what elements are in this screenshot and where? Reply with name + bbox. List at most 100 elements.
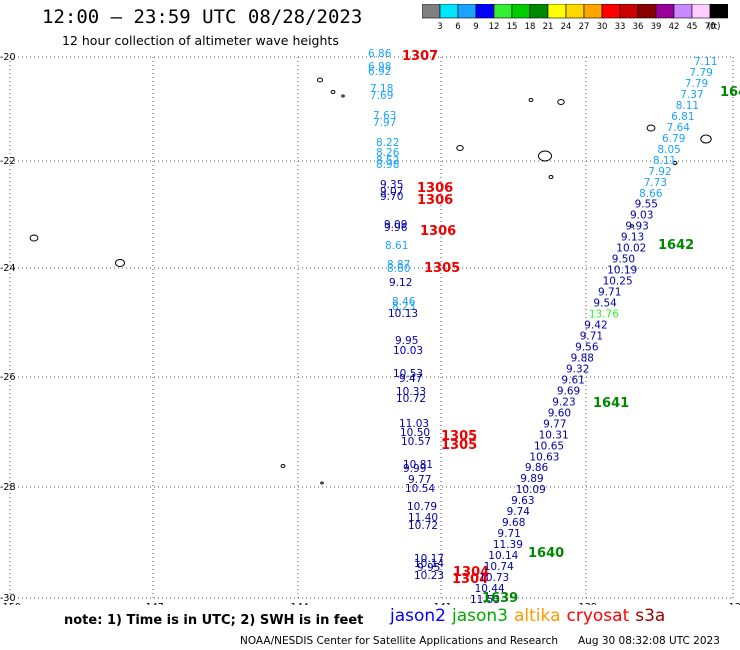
wave-height-label: 9.95 bbox=[395, 335, 418, 347]
island-outline bbox=[320, 481, 324, 485]
satellite-legend-altika: altika bbox=[514, 606, 561, 626]
wave-height-label: 10.09 bbox=[516, 484, 546, 496]
island-outline bbox=[538, 150, 552, 162]
longitude-label: -147 bbox=[142, 602, 164, 605]
colorbar-tick-label: 70 bbox=[704, 22, 716, 32]
island-outline bbox=[341, 94, 345, 98]
wave-height-label: 9.54 bbox=[593, 298, 617, 310]
colorbar-labels: 3 6 9 12 15 18 21 24 27 30 33 36 39 42 45 70 (ft) bbox=[422, 22, 728, 34]
graticule bbox=[9, 56, 734, 599]
wave-height-label: 9.32 bbox=[566, 363, 589, 375]
wave-height-label: 9.56 bbox=[575, 341, 599, 353]
longitude-label: -13 bbox=[725, 602, 740, 605]
wave-height-label: 8.46 bbox=[392, 296, 416, 308]
island-outline bbox=[280, 464, 286, 468]
wave-height-label: 10.50 bbox=[400, 427, 430, 439]
wave-height-label: 8.22 bbox=[376, 137, 399, 149]
wave-height-label: 10.14 bbox=[414, 558, 444, 570]
colorbar-tick-label: 6 bbox=[455, 22, 461, 32]
wave-height-label: 10.54 bbox=[405, 483, 435, 495]
map-title: 12:00 — 23:59 UTC 08/28/2023 bbox=[42, 6, 363, 28]
wave-height-label: 9.77 bbox=[408, 474, 431, 486]
colorbar-tick-label: 15 bbox=[506, 22, 518, 32]
colorbar-tick-label: 30 bbox=[596, 22, 608, 32]
wave-height-label: 10.81 bbox=[403, 459, 433, 471]
satellite-legend-jason3: jason3 bbox=[452, 606, 508, 626]
colorbar-tick-label: 12 bbox=[488, 22, 500, 32]
wave-height-label: 7.79 bbox=[685, 78, 708, 90]
islands bbox=[29, 77, 712, 485]
wave-height-label: 9.50 bbox=[612, 254, 635, 266]
wave-height-label: 10.25 bbox=[603, 276, 633, 288]
wave-height-label: 9.68 bbox=[502, 517, 525, 529]
wave-height-label: 9.03 bbox=[630, 210, 653, 222]
island-outline bbox=[672, 161, 678, 165]
pass-number-label: 1306 bbox=[417, 193, 453, 208]
pass-number-label: 1305 bbox=[441, 429, 477, 444]
wave-height-label: 6.79 bbox=[662, 133, 685, 145]
wave-height-label: 7.73 bbox=[644, 177, 667, 189]
colorbar-tick-label: (ft) bbox=[707, 22, 721, 32]
wave-height-label: 10.03 bbox=[393, 345, 423, 357]
island-outline bbox=[330, 90, 336, 94]
wave-height-label: 6.86 bbox=[368, 48, 392, 60]
wave-height-label: 10.65 bbox=[534, 440, 564, 452]
wave-height-label: 9.63 bbox=[511, 495, 534, 507]
island-outline bbox=[548, 175, 554, 179]
satellite-legend-jason2: jason2 bbox=[390, 606, 446, 626]
wave-height-label: 10.31 bbox=[539, 429, 569, 441]
wave-height-label: 9.77 bbox=[543, 418, 566, 430]
island-outline bbox=[29, 234, 39, 242]
wave-height-label: 10.02 bbox=[616, 243, 646, 255]
colorbar-tick-label: 24 bbox=[560, 22, 572, 32]
latitude-label: -26 bbox=[0, 372, 16, 383]
wave-height-label: 9.93 bbox=[625, 221, 648, 233]
wave-height-label: 9.86 bbox=[525, 462, 549, 474]
wave-height-label: 8.11 bbox=[653, 155, 676, 167]
wave-height-label: 9.07 bbox=[380, 186, 403, 198]
wave-height-label: 10.33 bbox=[396, 386, 426, 398]
wave-height-label: 9.95 bbox=[417, 562, 440, 574]
wave-height-label: 7.11 bbox=[694, 56, 717, 68]
wave-height-label: 9.71 bbox=[580, 330, 603, 342]
wave-height-label: 6.81 bbox=[671, 111, 694, 123]
wave-height-label: 8.11 bbox=[676, 100, 699, 112]
wave-height-label: 9.35 bbox=[380, 179, 403, 191]
wave-height-label: 8.05 bbox=[657, 144, 680, 156]
longitude-label: -144 bbox=[287, 602, 309, 605]
wave-height-label: 9.96 bbox=[384, 222, 408, 234]
wave-height-label: 9.13 bbox=[621, 232, 644, 244]
wave-height-label: 11.40 bbox=[408, 512, 438, 524]
wave-height-label: 9.69 bbox=[557, 385, 580, 397]
latitude-label: -28 bbox=[0, 482, 16, 493]
pass-number-label: 1307 bbox=[402, 49, 438, 64]
island-outline bbox=[316, 77, 324, 83]
latitude-label: -24 bbox=[0, 263, 16, 274]
wave-height-label: 9.88 bbox=[571, 352, 594, 364]
longitude-label: -150 bbox=[0, 602, 21, 605]
wave-height-label: 10.72 bbox=[396, 393, 426, 405]
wave-height-label: 9.89 bbox=[520, 473, 543, 485]
wave-height-label: 10.14 bbox=[488, 550, 518, 562]
latitude-label: -20 bbox=[0, 52, 16, 63]
wave-height-label: 9.70 bbox=[380, 191, 403, 203]
wave-height-label: 11.03 bbox=[399, 418, 429, 430]
colorbar-tick-label: 18 bbox=[524, 22, 536, 32]
wave-height-label: 7.63 bbox=[373, 110, 396, 122]
pass-number-label: 1305 bbox=[441, 438, 477, 453]
latitude-label: -30 bbox=[0, 593, 16, 604]
wave-height-label: 9.71 bbox=[497, 528, 520, 540]
wave-height-label: 10.63 bbox=[529, 451, 559, 463]
wave-height-label: 10.23 bbox=[414, 570, 444, 582]
pass-number-label: 1641 bbox=[593, 396, 629, 411]
wave-height-label: 9.09 bbox=[384, 219, 407, 231]
pass-number-label: 1306 bbox=[420, 224, 456, 239]
wave-height-label: 9.12 bbox=[389, 277, 412, 289]
colorbar-swatch bbox=[709, 4, 728, 19]
wave-height-label: 10.57 bbox=[401, 436, 431, 448]
wave-height-label: 9.99 bbox=[403, 463, 426, 475]
colorbar-tick-label: 36 bbox=[632, 22, 644, 32]
wave-height-label: 10.19 bbox=[607, 265, 637, 277]
wave-height-label: 11.39 bbox=[493, 539, 523, 551]
wave-height-label: 9.42 bbox=[584, 320, 607, 332]
